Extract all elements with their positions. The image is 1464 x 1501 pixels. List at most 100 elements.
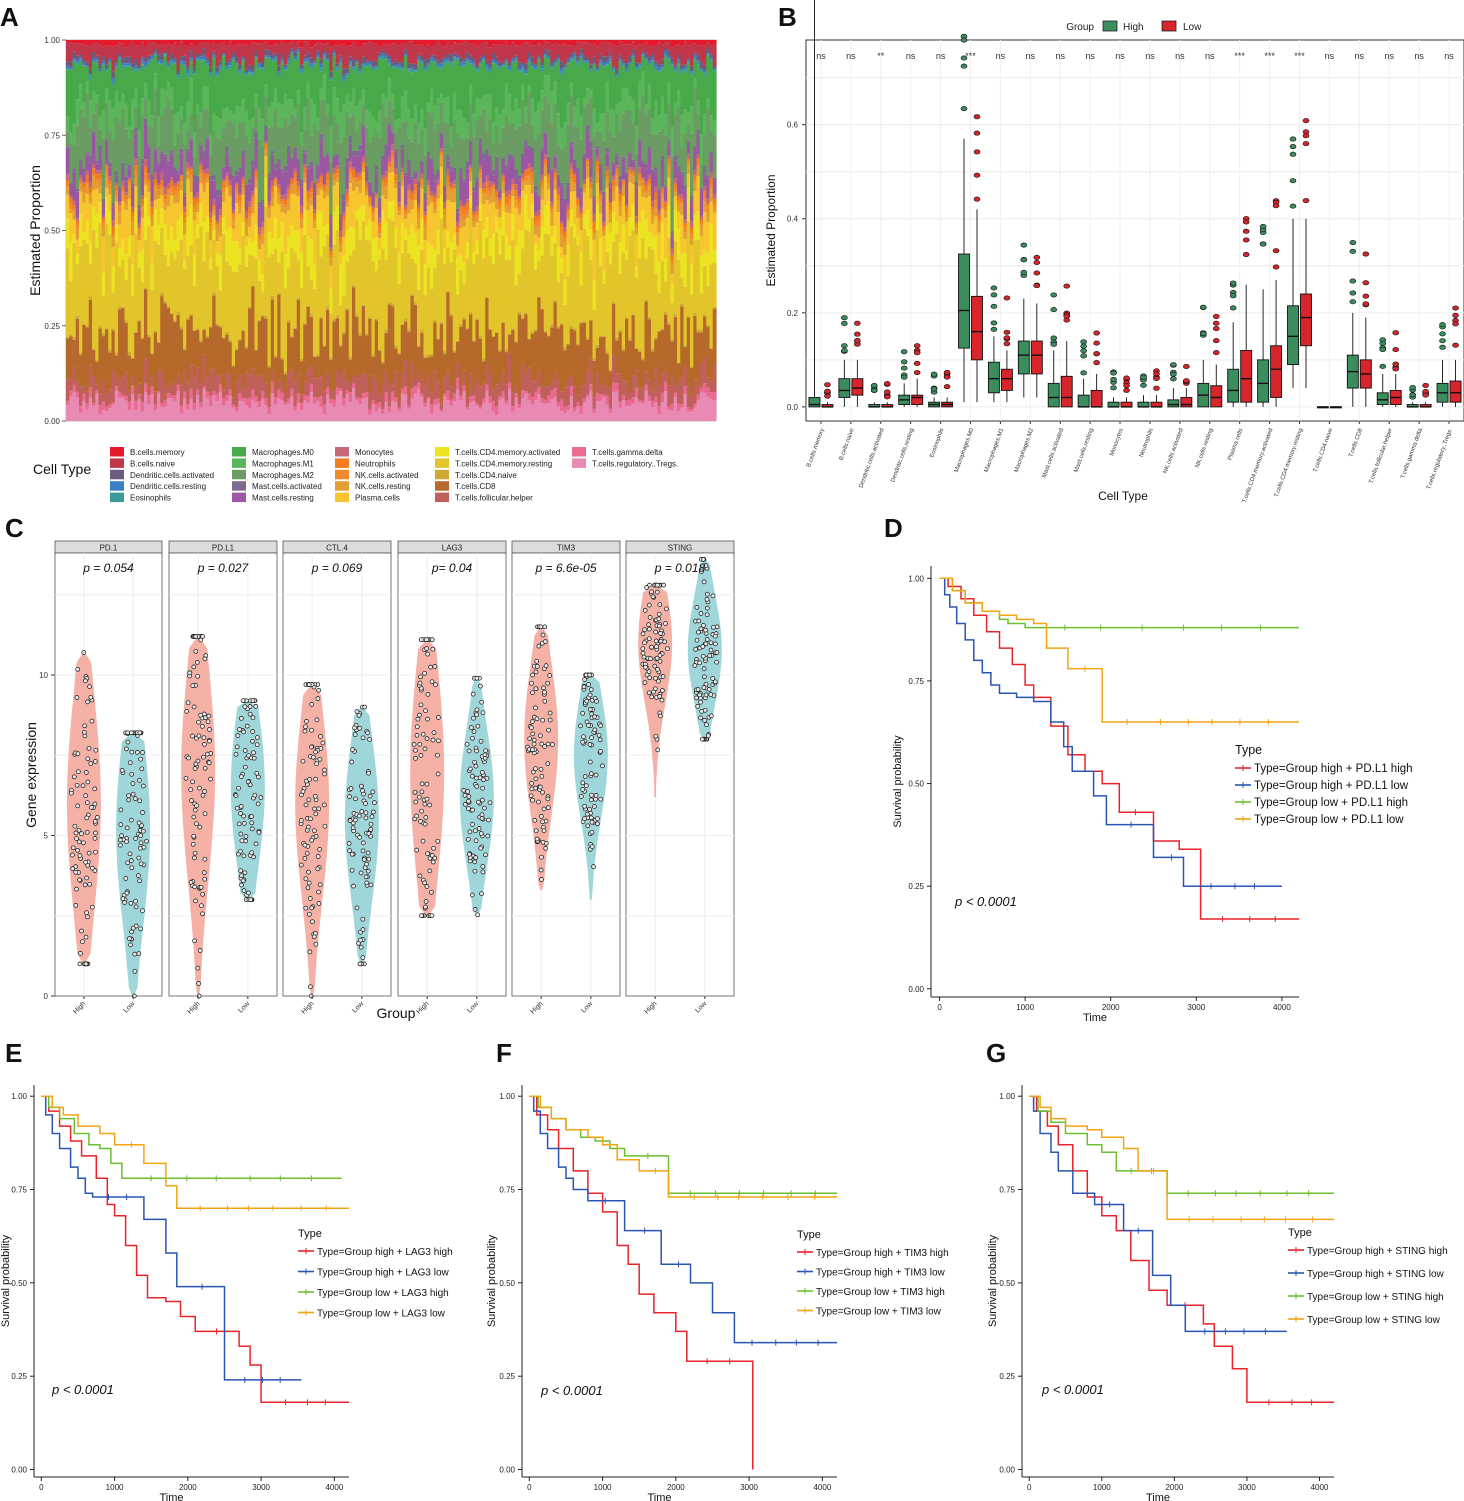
stack-segment	[651, 351, 655, 391]
stack-segment	[514, 397, 519, 421]
stack-segment	[696, 239, 701, 330]
stack-segment	[225, 145, 230, 154]
stack-segment	[335, 181, 340, 207]
stack-segment	[335, 169, 340, 174]
stack-segment	[628, 405, 633, 421]
stack-segment	[189, 62, 194, 78]
stack-segment	[443, 351, 447, 355]
stack-segment	[199, 226, 204, 340]
stack-segment	[469, 402, 473, 421]
stack-segment	[615, 383, 620, 392]
stack-segment	[365, 191, 369, 196]
stack-segment	[378, 55, 382, 58]
stack-segment	[381, 40, 386, 45]
stack-segment	[634, 348, 639, 370]
stack-segment	[293, 177, 298, 183]
stack-segment	[228, 196, 233, 228]
stack-segment	[95, 63, 100, 96]
stack-segment	[280, 357, 285, 360]
stack-segment	[358, 398, 363, 405]
stack-segment	[72, 57, 77, 60]
stack-segment	[501, 108, 506, 128]
stack-segment	[550, 171, 555, 202]
stack-segment	[452, 119, 457, 168]
stack-segment	[254, 43, 259, 51]
stack-segment	[693, 179, 698, 184]
stack-segment	[595, 71, 600, 124]
stack-segment	[563, 40, 568, 44]
stack-segment	[371, 238, 376, 262]
stack-segment	[170, 59, 174, 61]
stack-segment	[150, 225, 155, 264]
stack-segment	[641, 44, 646, 52]
stack-segment	[157, 60, 161, 63]
stack-segment	[504, 59, 509, 62]
stack-segment	[95, 163, 100, 171]
stack-segment	[277, 294, 282, 381]
stack-segment	[683, 345, 688, 348]
stack-segment	[371, 404, 376, 421]
stack-segment	[150, 386, 155, 394]
stack-segment	[69, 40, 74, 42]
stack-segment	[452, 393, 457, 401]
stack-segment	[326, 306, 330, 310]
stack-segment	[439, 151, 444, 154]
stack-segment	[621, 40, 626, 45]
stack-segment	[98, 328, 103, 394]
stack-segment	[647, 60, 652, 63]
stack-segment	[397, 215, 402, 253]
stack-segment	[66, 187, 70, 195]
stack-segment	[225, 395, 230, 402]
data-point	[74, 836, 79, 842]
stack-segment	[439, 44, 444, 59]
data-point	[83, 770, 89, 775]
stack-segment	[111, 328, 116, 331]
stack-segment	[530, 178, 535, 186]
stack-segment	[602, 383, 607, 395]
violin	[66, 652, 101, 964]
stack-segment	[296, 49, 301, 53]
stack-segment	[524, 312, 529, 315]
stack-segment	[482, 59, 486, 61]
stack-segment	[400, 148, 405, 168]
stack-segment	[225, 107, 230, 121]
stack-segment	[82, 400, 87, 421]
stack-segment	[407, 198, 412, 214]
stack-segment	[634, 228, 639, 235]
stack-segment	[547, 57, 551, 60]
stack-segment	[459, 67, 464, 111]
stack-segment	[202, 158, 207, 170]
stack-segment	[550, 324, 555, 328]
stack-segment	[511, 184, 516, 188]
stack-segment	[332, 318, 337, 322]
stack-segment	[173, 59, 178, 63]
stack-segment	[446, 391, 451, 401]
stack-segment	[394, 401, 399, 421]
stack-segment	[582, 398, 587, 403]
stack-segment	[404, 172, 408, 176]
stack-segment	[537, 370, 542, 388]
stack-segment	[215, 44, 220, 67]
stack-segment	[566, 58, 571, 61]
stack-segment	[524, 170, 529, 177]
stack-segment	[472, 395, 477, 402]
outlier	[1033, 259, 1041, 265]
stack-segment	[534, 243, 538, 270]
legend-label: Macrophages.M2	[252, 471, 314, 480]
stack-segment	[709, 151, 714, 156]
panel-label: A	[0, 2, 19, 32]
stack-segment	[92, 348, 96, 350]
outlier	[913, 350, 921, 356]
stack-segment	[251, 40, 256, 43]
stack-segment	[693, 146, 698, 151]
stack-segment	[121, 181, 126, 187]
stack-segment	[235, 56, 239, 63]
stack-segment	[199, 342, 204, 385]
stack-segment	[608, 222, 613, 233]
stack-segment	[615, 75, 620, 78]
stack-segment	[599, 42, 603, 54]
stack-segment	[196, 224, 200, 239]
stack-segment	[631, 204, 636, 230]
stack-segment	[105, 165, 109, 172]
stack-segment	[527, 163, 532, 169]
